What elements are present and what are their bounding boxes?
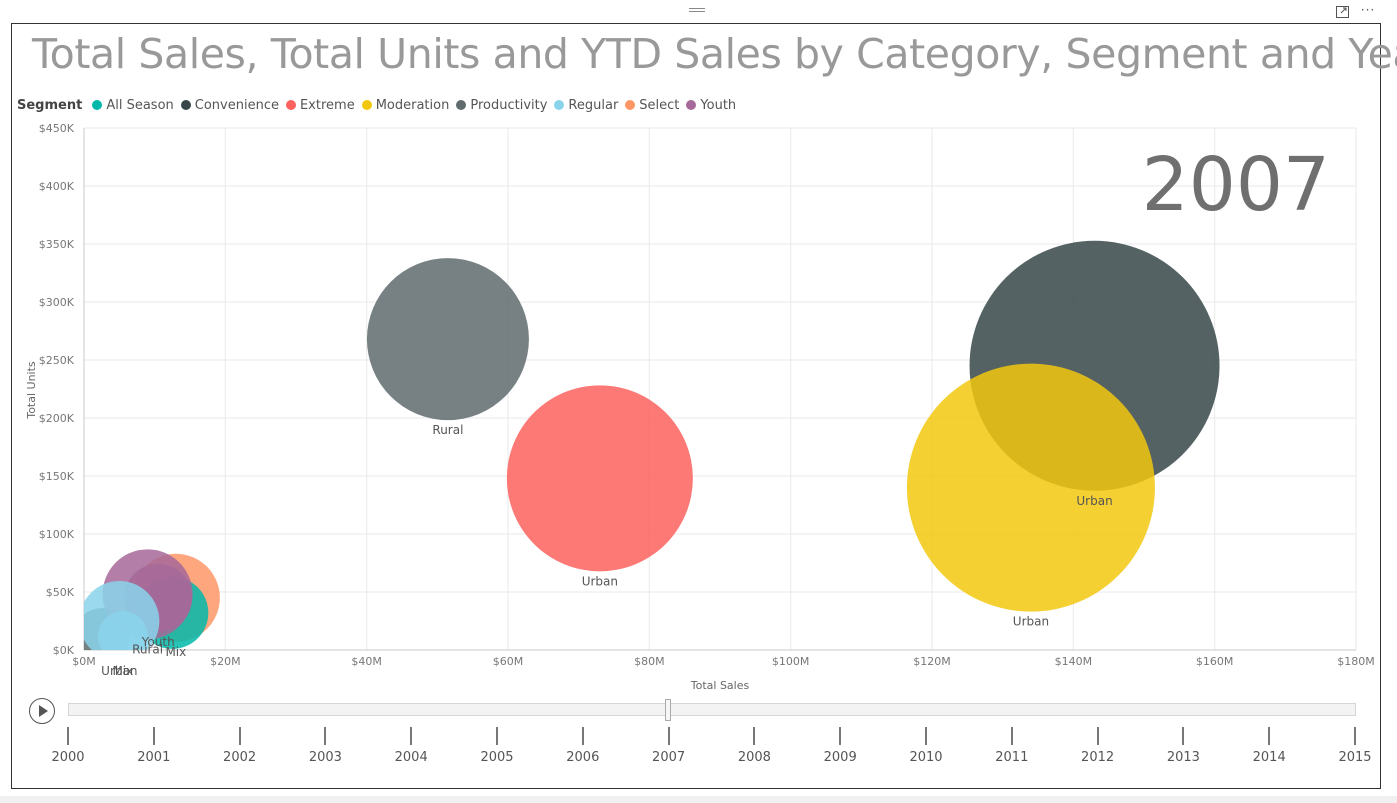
- legend-label: Moderation: [375, 97, 450, 113]
- x-axis-title: Total Sales: [690, 679, 750, 692]
- focus-mode-icon[interactable]: [1336, 6, 1349, 18]
- x-tick-label: $80M: [634, 655, 665, 668]
- x-tick-label: $120M: [913, 655, 951, 668]
- more-options-icon[interactable]: ···: [1360, 3, 1376, 17]
- legend-label: Productivity: [470, 97, 548, 113]
- legend-title: Segment: [17, 97, 83, 113]
- x-tick-label: $140M: [1055, 655, 1093, 668]
- play-axis-track[interactable]: [68, 703, 1356, 716]
- legend-label: Convenience: [194, 97, 279, 113]
- legend-label: Select: [639, 97, 680, 113]
- legend-label: Youth: [700, 97, 737, 113]
- legend: Segment All Season Convenience Extreme Mode…: [17, 96, 743, 114]
- bubble-label: Urban: [101, 664, 137, 678]
- y-axis-title: Total Units: [25, 361, 38, 420]
- y-tick-label: $150K: [39, 470, 75, 483]
- bubble-moderation[interactable]: [906, 363, 1155, 612]
- legend-label: Regular: [568, 97, 619, 113]
- chart-title: Total Sales, Total Units and YTD Sales b…: [32, 30, 1397, 78]
- y-tick-label: $100K: [39, 528, 75, 541]
- play-axis-thumb[interactable]: [665, 699, 671, 721]
- legend-marker: [625, 100, 636, 110]
- y-tick-label: $300K: [39, 296, 75, 309]
- y-tick-label: $400K: [39, 180, 75, 193]
- legend-item[interactable]: All Season: [92, 97, 174, 113]
- y-tick-label: $250K: [39, 354, 75, 367]
- legend-marker: [456, 100, 467, 110]
- x-tick-label: $180M: [1337, 655, 1375, 668]
- page-tabs-strip: [0, 796, 1397, 803]
- bubble-regular[interactable]: [97, 611, 148, 661]
- x-tick-label: $160M: [1196, 655, 1234, 668]
- x-tick-label: $0M: [72, 655, 96, 668]
- bubble-chart: $0M $20M $40M $60M $80M $100M $120M $140M $160M $…: [25, 122, 1375, 692]
- bubble-label: Mix: [112, 664, 133, 678]
- bubble-label: Rural: [432, 423, 463, 437]
- legend-item[interactable]: Youth: [686, 98, 736, 113]
- legend-item[interactable]: Convenience: [180, 97, 279, 113]
- bubble-label: Mix: [165, 645, 186, 659]
- legend-marker: [686, 100, 697, 110]
- y-tick-label: $50K: [46, 586, 75, 599]
- play-button[interactable]: [29, 698, 55, 724]
- legend-marker: [92, 100, 103, 110]
- bubble-label: Rural: [132, 642, 163, 656]
- bubble-label: Urban: [1076, 494, 1112, 508]
- bubble-label: Youth: [141, 635, 175, 649]
- bubble-label: Urban: [1013, 615, 1049, 629]
- year-watermark: 2007: [1142, 142, 1330, 228]
- legend-marker: [554, 100, 565, 110]
- legend-item[interactable]: Extreme: [285, 97, 355, 113]
- y-tick-label: $200K: [39, 412, 75, 425]
- legend-marker: [361, 100, 372, 110]
- x-tick-label: $20M: [210, 655, 241, 668]
- bubble-productivity[interactable]: [366, 258, 529, 421]
- legend-label: Extreme: [299, 97, 355, 113]
- bubbles-layer: [84, 240, 1220, 661]
- drag-grip-icon[interactable]: [689, 8, 705, 14]
- play-icon: [39, 705, 48, 717]
- legend-item[interactable]: Productivity: [456, 98, 547, 113]
- y-tick-label: $0K: [53, 644, 75, 657]
- legend-marker: [180, 100, 191, 110]
- legend-item[interactable]: Select: [625, 98, 679, 113]
- legend-marker: [285, 100, 296, 110]
- x-tick-label: $100M: [772, 655, 810, 668]
- y-tick-label: $350K: [39, 238, 75, 251]
- bubble-label: Urban: [582, 574, 618, 588]
- y-tick-label: $450K: [39, 122, 75, 135]
- x-tick-label: $40M: [351, 655, 382, 668]
- legend-item[interactable]: Regular: [554, 98, 618, 113]
- bubble-extreme[interactable]: [506, 385, 693, 572]
- x-tick-label: $60M: [493, 655, 524, 668]
- legend-item[interactable]: Moderation: [361, 97, 450, 113]
- legend-label: All Season: [106, 97, 174, 113]
